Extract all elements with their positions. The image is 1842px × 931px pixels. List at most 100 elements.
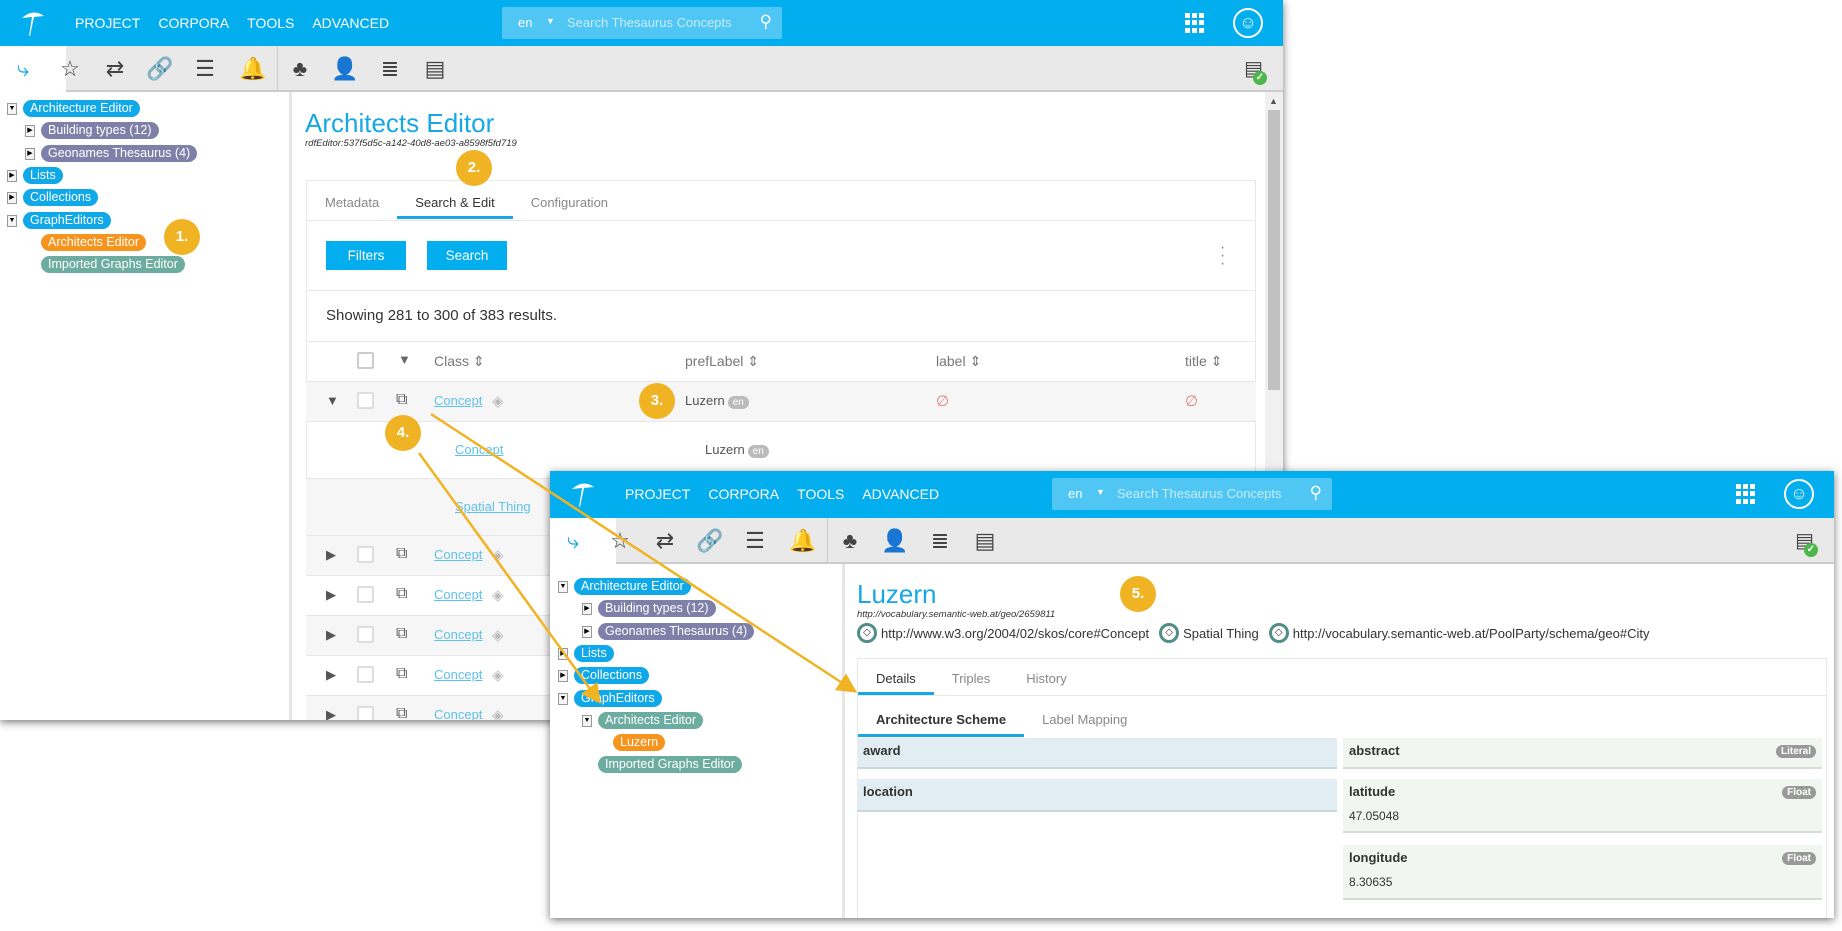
class-link[interactable]: Concept (434, 627, 483, 642)
search-icon[interactable]: ⚲ (759, 12, 772, 31)
expand-icon[interactable]: ▶ (7, 192, 17, 205)
user-settings-icon[interactable]: 👤 (881, 528, 909, 553)
org-chart-icon[interactable]: ♣ (292, 56, 308, 81)
menu-corpora[interactable]: CORPORA (708, 486, 780, 502)
row-checkbox[interactable] (357, 392, 374, 409)
open-resource-icon[interactable]: ⧉ (396, 391, 408, 408)
search-input[interactable]: Search Thesaurus Concepts (567, 15, 732, 30)
bell-icon[interactable]: 🔔 (789, 528, 817, 553)
tab-configuration[interactable]: Configuration (530, 195, 609, 210)
translate-icon[interactable]: ⇄ (655, 528, 675, 553)
field-location[interactable]: location (857, 779, 1337, 812)
expand-icon[interactable]: ▶ (25, 125, 35, 138)
field-abstract[interactable]: abstract Literal (1343, 738, 1822, 769)
row-checkbox[interactable] (357, 626, 374, 643)
collapse-icon[interactable]: ▼ (558, 581, 568, 593)
collapse-icon[interactable]: ▼ (7, 103, 17, 115)
table-row[interactable] (306, 381, 1256, 421)
tree-item[interactable]: Building types (12) (598, 600, 716, 618)
open-resource-icon[interactable]: ⧉ (396, 545, 408, 562)
server-icon[interactable]: ▤ (974, 528, 996, 553)
apps-grid-icon[interactable] (1185, 13, 1205, 33)
tree-item[interactable]: Imported Graphs Editor (41, 256, 185, 274)
class-link[interactable]: Concept (434, 547, 483, 562)
search-icon[interactable]: ⚲ (1309, 483, 1322, 502)
tab-triples[interactable]: Triples (951, 671, 991, 686)
menu-tools[interactable]: TOOLS (247, 15, 295, 31)
more-options-icon[interactable]: · · · (1220, 239, 1226, 272)
hierarchy-tree-icon[interactable]: ⤷ (566, 528, 580, 553)
expand-row-icon[interactable]: ▶ (326, 587, 336, 602)
tree-item[interactable]: Collections (23, 189, 99, 207)
row-checkbox[interactable] (357, 666, 374, 683)
tab-architecture-scheme[interactable]: Architecture Scheme (858, 706, 1025, 737)
menu-advanced[interactable]: ADVANCED (862, 486, 940, 502)
tree-item[interactable]: Building types (12) (41, 122, 159, 140)
field-longitude[interactable]: longitude Float 8.30635 (1343, 845, 1822, 900)
class-link[interactable]: Concept (434, 707, 483, 720)
language-select[interactable]: en (1068, 486, 1083, 501)
column-header-title[interactable]: title ⇕ (1185, 353, 1223, 369)
tab-metadata[interactable]: Metadata (325, 195, 380, 210)
tree-item[interactable]: Lists (23, 166, 63, 184)
tab-label-mapping[interactable]: Label Mapping (1042, 712, 1128, 727)
row-checkbox[interactable] (357, 706, 374, 720)
poolparty-logo-icon[interactable] (568, 479, 598, 509)
menu-advanced[interactable]: ADVANCED (312, 15, 390, 31)
class-link[interactable]: Concept (434, 667, 483, 682)
favorite-document-icon[interactable]: ☆ (60, 56, 80, 81)
collapse-icon[interactable]: ▼ (558, 692, 568, 705)
tree-item[interactable]: Architecture Editor (574, 578, 691, 595)
tab-details[interactable]: Details (858, 666, 934, 695)
tree-item[interactable]: Imported Graphs Editor (598, 756, 742, 774)
tree-item[interactable]: Architects Editor (598, 711, 704, 729)
tree-item[interactable]: Lists (574, 644, 614, 662)
user-settings-icon[interactable]: 👤 (331, 56, 359, 81)
collapse-icon[interactable]: ▼ (582, 714, 592, 727)
menu-corpora[interactable]: CORPORA (158, 15, 230, 31)
search-button[interactable]: Search (427, 241, 507, 270)
list-icon[interactable]: ☰ (745, 528, 765, 553)
database-icon[interactable]: ≣ (930, 528, 950, 553)
expand-icon[interactable]: ▶ (25, 147, 35, 160)
expand-row-icon[interactable]: ▶ (326, 667, 336, 682)
server-icon[interactable]: ▤ (424, 56, 446, 81)
caret-down-icon[interactable]: ▼ (1096, 487, 1105, 497)
class-link[interactable]: Concept (434, 393, 483, 408)
poolparty-logo-icon[interactable] (18, 8, 48, 38)
open-resource-icon[interactable]: ⧉ (396, 625, 408, 642)
translate-icon[interactable]: ⇄ (105, 56, 125, 81)
language-select[interactable]: en (518, 15, 533, 30)
validation-status-icon[interactable]: ▤ ✓ (1795, 528, 1818, 557)
tree-item[interactable]: Geonames Thesaurus (4) (598, 622, 755, 640)
validation-status-icon[interactable]: ▤ ✓ (1244, 56, 1267, 85)
type-item[interactable]: ◇ http://vocabulary.semantic-web.at/PoolP… (1268, 623, 1649, 643)
class-link[interactable]: Concept (434, 587, 483, 602)
tree-item[interactable]: GraphEditors (23, 211, 111, 229)
column-menu-icon[interactable]: ▼ (398, 352, 411, 367)
tab-history[interactable]: History (1026, 671, 1067, 686)
select-all-checkbox[interactable] (357, 352, 374, 369)
link-icon[interactable]: 🔗 (696, 528, 724, 553)
tree-item[interactable]: Collections (574, 667, 650, 685)
expand-icon[interactable]: ▶ (582, 625, 592, 638)
field-latitude[interactable]: latitude Float 47.05048 (1343, 779, 1822, 833)
column-header-class[interactable]: Class ⇕ (434, 353, 485, 369)
expand-row-icon[interactable]: ▶ (326, 547, 336, 562)
open-resource-icon[interactable]: ⧉ (396, 665, 408, 682)
collapse-icon[interactable]: ▼ (7, 214, 17, 227)
org-chart-icon[interactable]: ♣ (842, 528, 858, 553)
menu-project[interactable]: PROJECT (625, 486, 691, 502)
list-icon[interactable]: ☰ (195, 56, 215, 81)
link-icon[interactable]: 🔗 (146, 56, 174, 81)
expand-icon[interactable]: ▶ (558, 670, 568, 683)
expand-row-icon[interactable]: ▶ (326, 627, 336, 642)
tree-item[interactable]: Architects Editor (41, 233, 147, 251)
column-header-label[interactable]: label ⇕ (936, 353, 982, 369)
expand-icon[interactable]: ▶ (582, 603, 592, 616)
collapse-row-icon[interactable]: ▼ (326, 393, 339, 408)
menu-tools[interactable]: TOOLS (797, 486, 845, 502)
bell-icon[interactable]: 🔔 (239, 56, 267, 81)
caret-down-icon[interactable]: ▼ (546, 16, 555, 26)
row-checkbox[interactable] (357, 586, 374, 603)
